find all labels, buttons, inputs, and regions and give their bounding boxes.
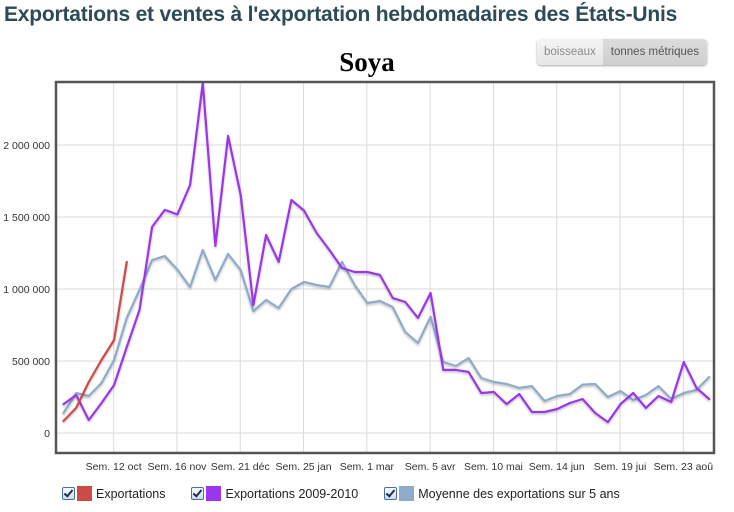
x-tick-label: Sem. 19 jui <box>594 461 647 473</box>
legend-item-exports-2009-2010[interactable]: Exportations 2009-2010 <box>191 486 358 501</box>
legend-item-5yr-average[interactable]: Moyenne des exportations sur 5 ans <box>384 486 620 501</box>
series-line <box>62 260 128 423</box>
legend-item-exports[interactable]: Exportations <box>62 486 165 501</box>
y-tick-label: 1 500 000 <box>3 212 50 224</box>
grid-lines <box>56 82 714 453</box>
x-tick-label: Sem. 12 oct <box>86 461 142 473</box>
legend-label: Exportations <box>96 486 166 501</box>
plot-frame <box>54 80 716 455</box>
x-axis-labels: Sem. 12 oct Sem. 16 nov Sem. 21 déc Sem. 25… <box>86 461 714 473</box>
y-axis-labels: 0 500 000 1 000 000 1 500 000 2 000 000 <box>3 140 50 440</box>
x-tick-label: Sem. 5 avr <box>405 461 456 473</box>
chart-title: Soya <box>339 47 395 77</box>
color-swatch <box>77 486 92 501</box>
legend: Exportations Exportations 2009-2010 Moye… <box>62 486 646 501</box>
x-tick-label: Sem. 21 déc <box>211 461 270 473</box>
y-tick-label: 2 000 000 <box>3 140 50 152</box>
checkbox-checked-icon[interactable] <box>191 487 205 500</box>
unit-toggle[interactable]: boisseaux tonnes métriques <box>537 39 708 65</box>
series-lines <box>62 81 711 424</box>
y-tick-label: 500 000 <box>12 356 50 368</box>
y-tick-label: 1 000 000 <box>3 284 50 296</box>
x-tick-label: Sem. 23 aoû <box>654 461 714 473</box>
checkbox-checked-icon[interactable] <box>384 487 398 500</box>
unit-button-bushels[interactable]: boisseaux <box>537 39 603 65</box>
series-line <box>62 81 711 424</box>
unit-button-metric-tonnes[interactable]: tonnes métriques <box>602 39 708 65</box>
color-swatch <box>399 486 415 501</box>
x-tick-label: Sem. 16 nov <box>147 461 207 473</box>
x-tick-label: Sem. 1 mar <box>340 461 395 473</box>
series-line <box>62 248 711 415</box>
color-swatch <box>206 486 222 501</box>
line-chart: 0 500 000 1 000 000 1 500 000 2 000 000 Sem.… <box>3 80 716 473</box>
page-title: Exportations et ventes à l'exportation h… <box>4 3 678 26</box>
y-tick-label: 0 <box>44 428 50 440</box>
x-tick-label: Sem. 14 jun <box>529 461 585 473</box>
legend-label: Moyenne des exportations sur 5 ans <box>418 486 620 501</box>
checkbox-checked-icon[interactable] <box>62 487 75 500</box>
legend-label: Exportations 2009-2010 <box>225 486 359 501</box>
x-tick-label: Sem. 25 jan <box>276 461 332 473</box>
x-tick-label: Sem. 10 mai <box>464 461 523 473</box>
